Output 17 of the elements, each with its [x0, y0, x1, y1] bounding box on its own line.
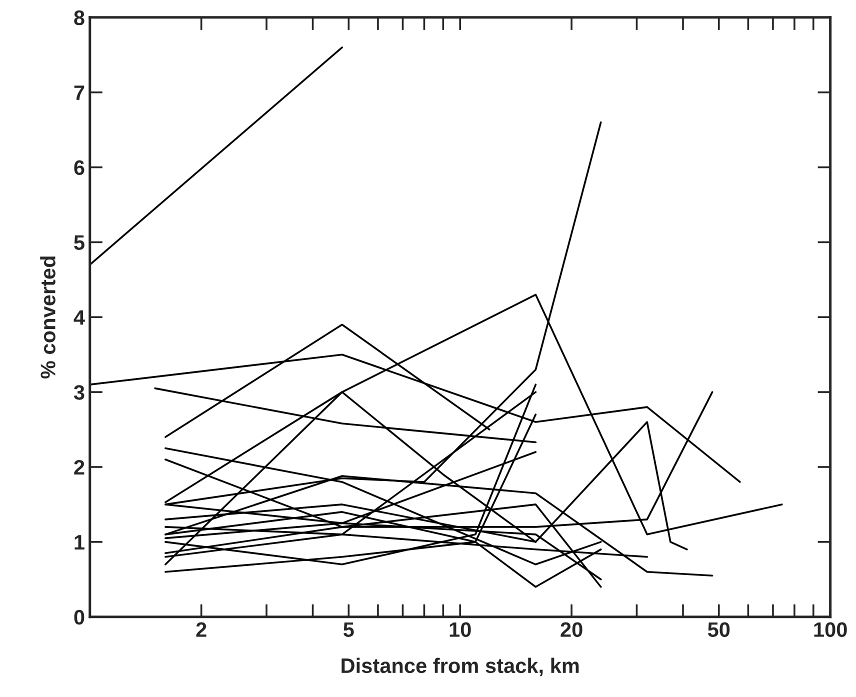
y-tick-label: 3: [74, 385, 84, 400]
x-tick-label: 5: [344, 622, 354, 638]
x-tick-label: 100: [814, 622, 847, 638]
x-tick-label: 2: [196, 622, 206, 637]
y-tick-label: 2: [74, 460, 84, 475]
x-tick-label: 20: [560, 622, 582, 638]
y-tick-label: 8: [74, 10, 84, 26]
y-tick-label: 0: [74, 610, 84, 625]
y-tick-label: 7: [74, 86, 84, 100]
y-tick-label: 5: [74, 235, 84, 250]
x-tick-label: 10: [450, 622, 471, 638]
x-tick-label: 50: [708, 622, 730, 638]
y-tick-label: 1: [74, 535, 84, 550]
y-tick-label: 4: [74, 310, 85, 325]
y-axis-title: % converted: [40, 256, 56, 379]
y-tick-label: 6: [74, 160, 84, 176]
x-axis-title: Distance from stack, km: [342, 658, 579, 676]
